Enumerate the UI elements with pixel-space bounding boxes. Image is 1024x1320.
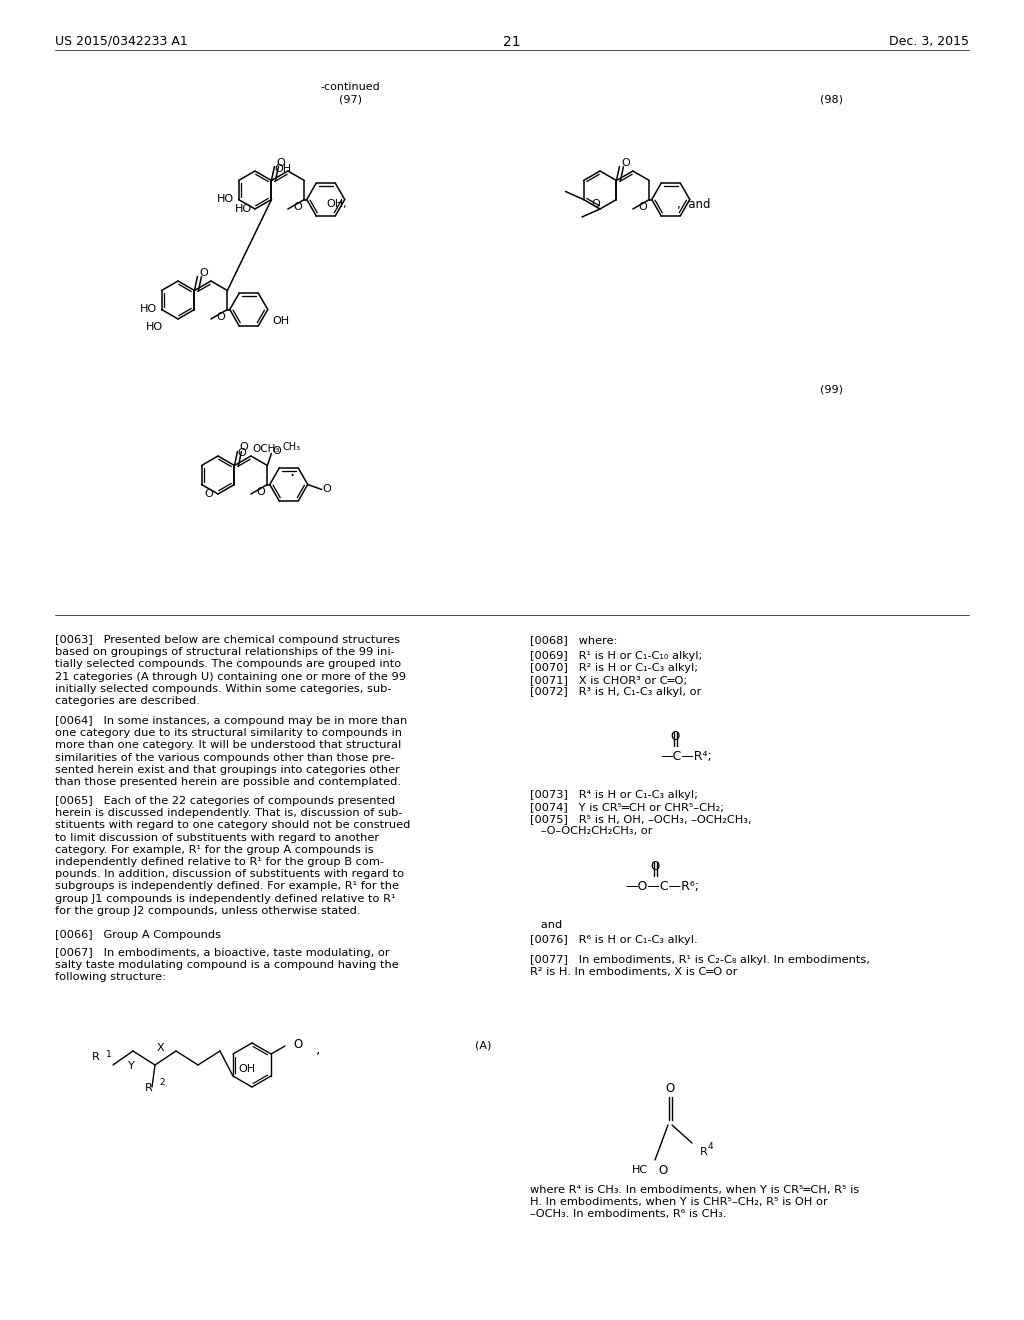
Text: sented herein exist and that groupings into categories other: sented herein exist and that groupings i… <box>55 764 400 775</box>
Text: [0077]   In embodiments, R¹ is C₂-C₈ alkyl. In embodiments,: [0077] In embodiments, R¹ is C₂-C₈ alkyl… <box>530 954 869 965</box>
Text: US 2015/0342233 A1: US 2015/0342233 A1 <box>55 36 187 48</box>
Text: —O—C—R⁶;: —O—C—R⁶; <box>625 880 699 894</box>
Text: [0075]   R⁵ is H, OH, –OCH₃, –OCH₂CH₃,: [0075] R⁵ is H, OH, –OCH₃, –OCH₂CH₃, <box>530 814 752 824</box>
Text: O: O <box>671 730 680 743</box>
Text: R² is H. In embodiments, X is C═O or: R² is H. In embodiments, X is C═O or <box>530 968 737 977</box>
Text: salty taste modulating compound is a compound having the: salty taste modulating compound is a com… <box>55 960 398 970</box>
Text: subgroups is independently defined. For example, R¹ for the: subgroups is independently defined. For … <box>55 882 399 891</box>
Text: 21 categories (A through U) containing one or more of the 99: 21 categories (A through U) containing o… <box>55 672 406 681</box>
Text: ,  and: , and <box>677 198 711 211</box>
Text: O: O <box>238 449 246 458</box>
Text: O: O <box>257 487 265 498</box>
Text: HC: HC <box>632 1166 648 1175</box>
Text: O: O <box>592 199 600 210</box>
Text: H. In embodiments, when Y is CHR⁵–CH₂, R⁵ is OH or: H. In embodiments, when Y is CHR⁵–CH₂, R… <box>530 1197 827 1206</box>
Text: independently defined relative to R¹ for the group B com-: independently defined relative to R¹ for… <box>55 857 384 867</box>
Text: stituents with regard to one category should not be construed: stituents with regard to one category sh… <box>55 821 411 830</box>
Text: HO: HO <box>145 322 163 333</box>
Text: [0066]   Group A Compounds: [0066] Group A Compounds <box>55 931 221 940</box>
Text: similarities of the various compounds other than those pre-: similarities of the various compounds ot… <box>55 752 394 763</box>
Text: R: R <box>92 1052 100 1063</box>
Text: (A): (A) <box>475 1040 492 1049</box>
Text: O: O <box>200 268 208 277</box>
Text: [0064]   In some instances, a compound may be in more than: [0064] In some instances, a compound may… <box>55 715 408 726</box>
Text: herein is discussed independently. That is, discussion of sub-: herein is discussed independently. That … <box>55 808 402 818</box>
Text: OH: OH <box>272 317 290 326</box>
Text: ,: , <box>316 1041 321 1056</box>
Text: based on groupings of structural relationships of the 99 ini-: based on groupings of structural relatio… <box>55 647 394 657</box>
Text: O: O <box>622 157 630 168</box>
Text: R: R <box>145 1082 153 1093</box>
Text: —C—R⁴;: —C—R⁴; <box>660 750 712 763</box>
Text: (99): (99) <box>820 385 843 395</box>
Text: [0071]   X is CHOR³ or C═O;: [0071] X is CHOR³ or C═O; <box>530 675 687 685</box>
Text: where R⁴ is CH₃. In embodiments, when Y is CR⁵═CH, R⁵ is: where R⁴ is CH₃. In embodiments, when Y … <box>530 1185 859 1195</box>
Text: -continued: -continued <box>321 82 380 92</box>
Text: category. For example, R¹ for the group A compounds is: category. For example, R¹ for the group … <box>55 845 374 855</box>
Text: and: and <box>530 920 562 931</box>
Text: O: O <box>658 1164 668 1177</box>
Text: [0074]   Y is CR⁵═CH or CHR⁵–CH₂;: [0074] Y is CR⁵═CH or CHR⁵–CH₂; <box>530 803 724 812</box>
Text: –O–OCH₂CH₂CH₃, or: –O–OCH₂CH₂CH₃, or <box>530 826 652 836</box>
Text: –OCH₃. In embodiments, R⁶ is CH₃.: –OCH₃. In embodiments, R⁶ is CH₃. <box>530 1209 726 1218</box>
Text: OH: OH <box>274 164 292 173</box>
Text: .: . <box>290 462 295 479</box>
Text: R: R <box>700 1147 708 1158</box>
Text: 4: 4 <box>708 1142 714 1151</box>
Text: [0065]   Each of the 22 categories of compounds presented: [0065] Each of the 22 categories of comp… <box>55 796 395 807</box>
Text: X: X <box>157 1043 165 1053</box>
Text: OCH₃: OCH₃ <box>253 445 280 454</box>
Text: OH: OH <box>238 1064 255 1074</box>
Text: O: O <box>240 442 248 453</box>
Text: O: O <box>272 446 282 457</box>
Text: Dec. 3, 2015: Dec. 3, 2015 <box>889 36 969 48</box>
Text: 2: 2 <box>159 1078 165 1086</box>
Text: than those presented herein are possible and contemplated.: than those presented herein are possible… <box>55 777 401 787</box>
Text: HO: HO <box>216 194 233 205</box>
Text: [0068]   where:: [0068] where: <box>530 635 617 645</box>
Text: categories are described.: categories are described. <box>55 696 200 706</box>
Text: O: O <box>276 157 286 168</box>
Text: initially selected compounds. Within some categories, sub-: initially selected compounds. Within som… <box>55 684 391 694</box>
Text: O: O <box>650 861 659 873</box>
Text: O: O <box>204 488 213 499</box>
Text: HO: HO <box>234 205 252 214</box>
Text: (98): (98) <box>820 94 843 104</box>
Text: [0070]   R² is H or C₁-C₃ alkyl;: [0070] R² is H or C₁-C₃ alkyl; <box>530 663 698 673</box>
Text: O: O <box>293 1038 302 1051</box>
Text: CH₃: CH₃ <box>283 442 300 453</box>
Text: following structure:: following structure: <box>55 973 166 982</box>
Text: O: O <box>217 313 225 322</box>
Text: more than one category. It will be understood that structural: more than one category. It will be under… <box>55 741 401 750</box>
Text: [0069]   R¹ is H or C₁-C₁₀ alkyl;: [0069] R¹ is H or C₁-C₁₀ alkyl; <box>530 651 702 661</box>
Text: [0076]   R⁶ is H or C₁-C₃ alkyl.: [0076] R⁶ is H or C₁-C₃ alkyl. <box>530 935 697 945</box>
Text: O: O <box>323 484 332 495</box>
Text: O: O <box>639 202 647 213</box>
Text: O: O <box>294 202 302 213</box>
Text: for the group J2 compounds, unless otherwise stated.: for the group J2 compounds, unless other… <box>55 906 360 916</box>
Text: (97): (97) <box>339 94 361 104</box>
Text: to limit discussion of substituents with regard to another: to limit discussion of substituents with… <box>55 833 379 842</box>
Text: 1: 1 <box>106 1049 112 1059</box>
Text: pounds. In addition, discussion of substituents with regard to: pounds. In addition, discussion of subst… <box>55 869 404 879</box>
Text: OH,: OH, <box>327 199 347 210</box>
Text: HO: HO <box>139 305 157 314</box>
Text: O: O <box>666 1082 675 1096</box>
Text: [0067]   In embodiments, a bioactive, taste modulating, or: [0067] In embodiments, a bioactive, tast… <box>55 948 389 958</box>
Text: 21: 21 <box>503 36 521 49</box>
Text: Y: Y <box>128 1061 134 1071</box>
Text: [0063]   Presented below are chemical compound structures: [0063] Presented below are chemical comp… <box>55 635 400 645</box>
Text: one category due to its structural similarity to compounds in: one category due to its structural simil… <box>55 729 402 738</box>
Text: tially selected compounds. The compounds are grouped into: tially selected compounds. The compounds… <box>55 660 401 669</box>
Text: group J1 compounds is independently defined relative to R¹: group J1 compounds is independently defi… <box>55 894 395 904</box>
Text: [0072]   R³ is H, C₁-C₃ alkyl, or: [0072] R³ is H, C₁-C₃ alkyl, or <box>530 686 701 697</box>
Text: [0073]   R⁴ is H or C₁-C₃ alkyl;: [0073] R⁴ is H or C₁-C₃ alkyl; <box>530 789 698 800</box>
